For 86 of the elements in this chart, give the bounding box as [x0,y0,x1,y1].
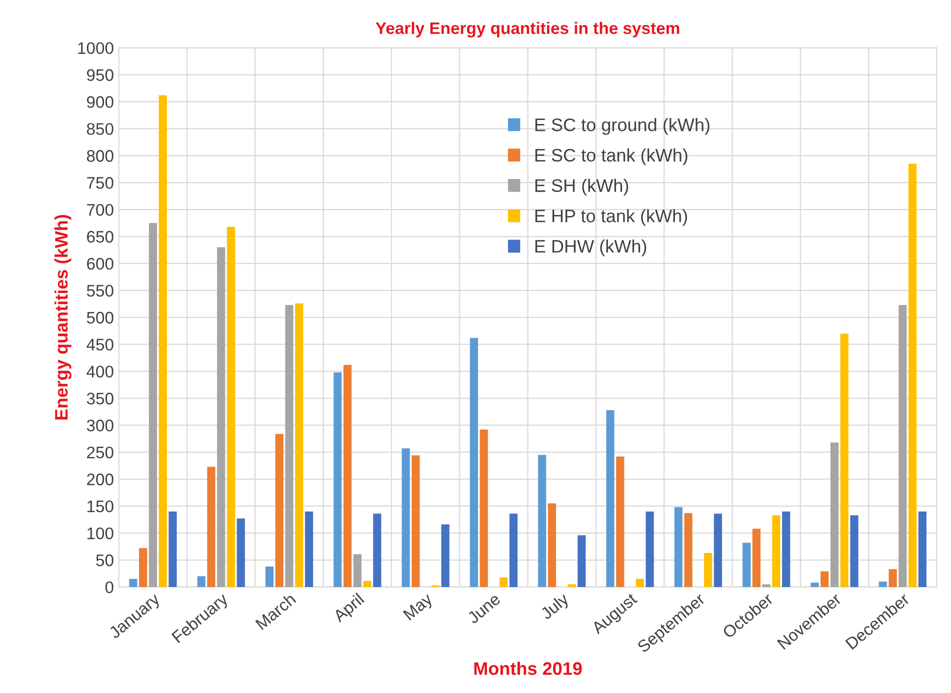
x-axis-title: Months 2019 [474,662,582,675]
bar [334,372,342,587]
bar [636,578,644,587]
y-tick-label: 0 [105,581,114,594]
bar [275,434,284,587]
bar [918,511,926,587]
y-tick-label: 300 [86,420,114,432]
bar [888,569,897,587]
bar [226,226,236,587]
bar [646,511,654,587]
bar [207,466,216,587]
legend-label: E SH (kWh) [535,178,628,196]
bar [752,528,761,587]
y-tick-label: 950 [86,69,114,81]
y-tick-label: 750 [87,177,114,189]
y-tick-label: 900 [86,96,114,108]
bar [500,577,508,587]
y-tick-label: 1000 [78,42,114,54]
bar [441,524,450,587]
bar [363,581,372,587]
bar [908,164,917,587]
bar [148,223,158,587]
bar [674,507,682,587]
y-tick-label: 350 [86,392,114,404]
bar [578,535,586,587]
bar [820,571,829,587]
bar [197,576,206,587]
bar [480,430,488,587]
y-tick-label: 500 [86,312,114,324]
y-tick-label: 200 [87,474,114,486]
y-tick-label: 50 [96,554,114,566]
bar [353,554,362,587]
bar [568,584,576,587]
legend-label: E SC to tank (kWh) [535,148,688,166]
y-tick-label: 450 [86,338,114,351]
bar [762,584,770,587]
bar [470,338,478,587]
bar [772,515,780,587]
bar [139,548,148,587]
bar [704,553,712,587]
bar [129,578,138,587]
bar [168,511,177,587]
y-tick-label: 600 [87,258,114,270]
bar [684,513,692,587]
bar [217,247,226,587]
bar [236,518,245,587]
x-tick-label: May [402,592,436,624]
bar [810,582,819,587]
bar [548,503,556,587]
bar [840,334,848,587]
legend-label: E DHW (kWh) [535,239,646,256]
bar [606,410,614,587]
y-tick-label: 800 [86,150,114,162]
bar [538,454,546,587]
bar [878,582,887,587]
bar [412,455,420,587]
bar [616,456,624,587]
y-tick-label: 250 [87,446,114,458]
bar [304,511,314,587]
y-tick-label: 700 [87,204,114,216]
bar [782,511,790,587]
bar [265,566,274,587]
bar [898,304,907,587]
x-tick-label: June [466,592,502,624]
bar [158,95,167,587]
bar [830,442,839,587]
bar [742,542,751,587]
bar [295,303,304,587]
y-tick-label: 150 [87,500,114,512]
bar [402,448,410,587]
y-tick-label: 400 [86,366,114,378]
y-tick-label: 850 [86,123,114,135]
y-tick-label: 550 [86,284,114,297]
bar [850,515,858,587]
x-tick-label: July [539,592,572,623]
legend-label: E SC to ground (kWh) [535,118,710,135]
bar [509,514,518,587]
bar [714,514,722,587]
bar [285,304,294,587]
legend-label: E HP to tank (kWh) [535,209,688,226]
bar [373,514,382,587]
chart-title: Yearly Energy quantities in the system [376,22,680,38]
y-tick-label: 650 [87,230,114,243]
y-axis-title: Energy quantities (kWh) [54,214,72,420]
bar [343,364,352,587]
y-tick-label: 100 [87,527,114,540]
